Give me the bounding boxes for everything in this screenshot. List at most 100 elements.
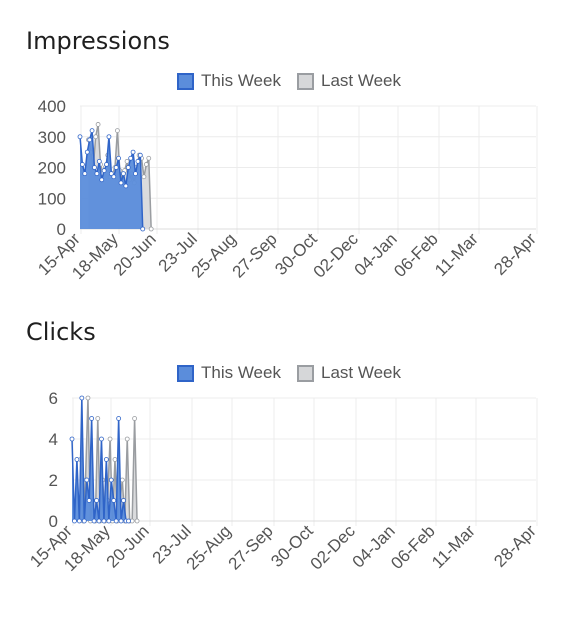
x-tick-label: 28-Apr: [490, 229, 540, 279]
data-point: [108, 171, 114, 177]
data-point: [146, 155, 152, 161]
series-this-week: [69, 395, 131, 524]
series-this-week: [77, 128, 146, 232]
clicks-section: Clicks This Week Last Week 0 2 4 6 15-Apr 18-…: [0, 310, 578, 620]
legend-swatch-last-week: [296, 72, 314, 90]
data-point: [108, 477, 114, 483]
legend-swatch-last-week: [296, 364, 314, 382]
data-point: [95, 416, 101, 421]
data-point: [93, 134, 99, 140]
y-tick-label: 2: [49, 471, 58, 490]
data-point: [118, 518, 124, 524]
x-tick-label: 02-Dec: [310, 229, 363, 282]
data-point: [82, 171, 88, 177]
data-point: [143, 162, 149, 167]
data-point: [87, 137, 93, 143]
data-point: [116, 416, 122, 421]
data-point: [77, 134, 83, 140]
data-point: [123, 183, 129, 189]
data-point: [135, 158, 141, 164]
x-tick-label: 25-Aug: [188, 229, 240, 281]
data-point: [111, 174, 117, 180]
data-point: [121, 171, 126, 177]
data-point: [101, 168, 107, 173]
data-point: [101, 518, 107, 524]
x-tick-label: 27-Sep: [225, 521, 277, 573]
data-point: [99, 177, 105, 183]
y-tick-label: 200: [38, 159, 66, 178]
data-point: [130, 149, 136, 155]
data-point: [76, 518, 82, 524]
y-tick-label: 100: [38, 189, 66, 208]
x-tick-label: 06-Feb: [390, 229, 442, 281]
data-point: [96, 158, 102, 164]
grid: [72, 397, 538, 526]
impressions-title: Impressions: [26, 27, 170, 55]
data-point: [96, 518, 102, 524]
legend-swatch-this-week: [176, 364, 194, 382]
data-point: [119, 477, 125, 483]
x-tick-label: 20-Jun: [103, 521, 153, 571]
data-point: [72, 518, 77, 524]
data-point: [141, 174, 147, 180]
data-point: [148, 226, 154, 232]
data-point: [85, 395, 91, 401]
data-point: [94, 498, 99, 503]
data-point: [124, 436, 130, 442]
legend-item-last-week[interactable]: Last Week: [296, 71, 401, 91]
data-point: [84, 477, 90, 483]
data-point: [84, 149, 90, 155]
data-point: [89, 416, 95, 421]
data-point: [113, 165, 119, 170]
data-point: [92, 165, 97, 170]
x-tick-label: 11-Mar: [431, 229, 482, 280]
data-point: [128, 155, 134, 161]
clicks-legend: This Week Last Week: [0, 363, 578, 383]
legend-swatch-this-week: [176, 72, 194, 90]
data-point: [69, 436, 75, 442]
x-tick-label: 06-Feb: [387, 521, 439, 573]
legend-item-last-week[interactable]: Last Week: [296, 363, 401, 383]
legend-item-this-week[interactable]: This Week: [176, 363, 281, 383]
data-point: [95, 122, 101, 127]
x-tick-label: 11-Mar: [428, 521, 479, 572]
impressions-legend: This Week Last Week: [0, 71, 578, 91]
data-point: [118, 180, 124, 186]
y-tick-label: 0: [57, 220, 66, 239]
data-point: [133, 171, 138, 177]
y-tick-label: 400: [38, 97, 66, 116]
data-point: [103, 457, 109, 462]
grid: [80, 105, 538, 234]
x-tick-label: 04-Jan: [351, 229, 401, 279]
data-point: [126, 518, 131, 524]
clicks-title: Clicks: [26, 318, 96, 346]
x-tick-label: 27-Sep: [229, 229, 281, 281]
data-point: [137, 152, 143, 158]
legend-item-this-week[interactable]: This Week: [176, 71, 281, 91]
data-point: [91, 518, 97, 524]
data-point: [99, 436, 104, 442]
clicks-chart: 024615-Apr18-May20-Jun23-Jul25-Aug27-Sep…: [26, 389, 540, 575]
y-tick-label: 6: [49, 389, 58, 408]
data-point: [80, 162, 85, 167]
data-point: [107, 436, 113, 442]
data-point: [86, 498, 92, 503]
data-point: [134, 518, 140, 524]
impressions-chart: 010020030040015-Apr18-May20-Jun23-Jul25-…: [34, 97, 540, 283]
data-point: [111, 498, 117, 503]
x-tick-label: 25-Aug: [183, 521, 235, 573]
legend-label-this-week: This Week: [200, 71, 281, 90]
x-tick-label: 02-Dec: [307, 521, 360, 574]
data-point: [124, 158, 130, 164]
data-point: [112, 457, 118, 462]
legend-label-last-week: Last Week: [320, 363, 401, 382]
y-tick-label: 300: [38, 128, 66, 147]
data-point: [94, 171, 100, 177]
data-point: [106, 134, 112, 140]
data-point: [113, 518, 119, 524]
data-point: [106, 518, 112, 524]
x-tick-label: 20-Jun: [110, 229, 160, 279]
legend-label-this-week: This Week: [200, 363, 281, 382]
data-point: [89, 128, 95, 134]
data-point: [79, 395, 85, 401]
